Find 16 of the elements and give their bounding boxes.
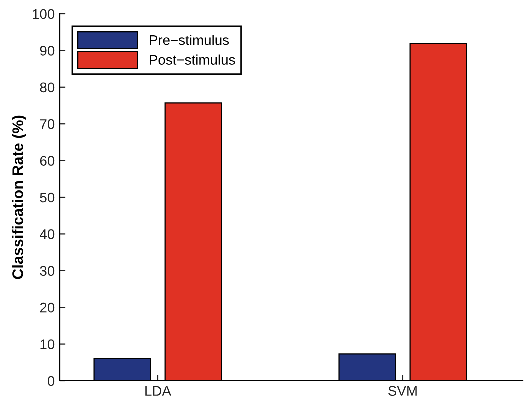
y-tick-label: 50 — [40, 192, 55, 203]
y-tick-label: 80 — [40, 82, 55, 93]
y-tick-label: 100 — [33, 9, 55, 20]
y-tick-label: 30 — [40, 266, 55, 276]
y-tick-label: 10 — [40, 340, 55, 350]
y-tick-label: 70 — [40, 119, 55, 130]
x-tick-label: SVM — [388, 386, 417, 396]
x-tick-label: LDA — [146, 386, 172, 396]
y-tick-label: 90 — [40, 46, 55, 56]
y-tick-label: 0 — [48, 376, 55, 386]
y-tick-label: 40 — [40, 230, 55, 240]
y-tick-label: 60 — [40, 156, 55, 166]
y-tick-label: 20 — [40, 302, 55, 313]
legend-label: Post−stimulus — [150, 54, 236, 65]
y-axis-title: Classification Rate (%) — [12, 116, 26, 280]
legend-label: Pre−stimulus — [150, 35, 230, 46]
